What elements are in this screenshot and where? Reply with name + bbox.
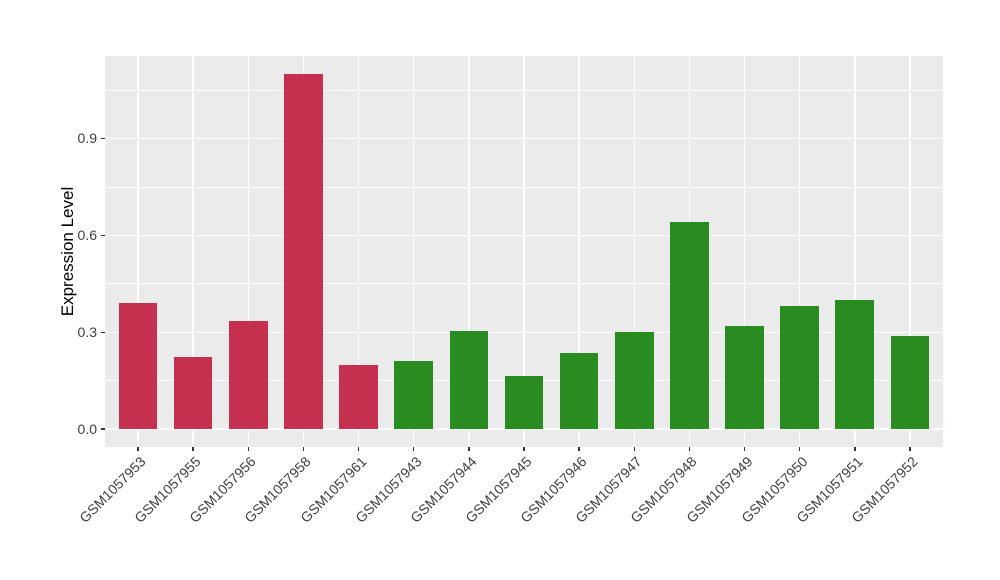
x-tick-label: GSM1057947	[572, 453, 645, 526]
x-tick-label: GSM1057946	[517, 453, 590, 526]
x-tick-mark	[909, 447, 911, 451]
bar	[449, 330, 489, 430]
bar	[725, 325, 764, 430]
bar	[504, 375, 544, 430]
x-gridline-major	[909, 56, 911, 447]
x-gridline-major	[412, 56, 415, 447]
bar	[394, 361, 434, 430]
x-tick-mark	[137, 447, 139, 451]
x-tick-label: GSM1057958	[241, 453, 315, 526]
bar	[339, 364, 378, 430]
x-tick-mark	[468, 447, 470, 451]
bar	[670, 222, 709, 430]
x-tick-mark	[578, 447, 580, 451]
x-tick-label: GSM1057953	[76, 453, 149, 526]
bar	[118, 303, 158, 430]
bar	[614, 332, 654, 430]
x-gridline-major	[578, 56, 580, 447]
y-tick-mark	[101, 234, 105, 237]
y-tick-mark	[101, 428, 105, 430]
x-tick-label: GSM1057951	[792, 453, 866, 526]
x-gridline-major	[357, 56, 360, 447]
bar	[559, 353, 599, 430]
y-axis-title: Expression Level	[58, 186, 77, 317]
y-tick-label: 0.6	[77, 227, 97, 244]
x-tick-label: GSM1057944	[407, 453, 480, 526]
x-gridline-major	[523, 56, 525, 447]
x-tick-mark	[523, 447, 525, 451]
x-tick-mark	[633, 447, 635, 451]
bar	[284, 73, 323, 430]
x-tick-mark	[854, 447, 856, 451]
plot-panel	[105, 56, 943, 447]
x-gridline-major	[743, 56, 746, 447]
x-tick-label: GSM1057956	[186, 453, 259, 526]
x-tick-label: GSM1057961	[296, 453, 370, 526]
x-gridline-major	[633, 56, 635, 447]
x-tick-mark	[302, 447, 305, 451]
y-tick-mark	[101, 331, 105, 334]
y-tick-label: 0.3	[77, 324, 97, 341]
x-tick-label: GSM1057955	[131, 453, 204, 526]
bar	[835, 299, 875, 430]
x-gridline-major	[854, 56, 856, 447]
x-tick-mark	[412, 447, 415, 451]
x-tick-mark	[743, 447, 746, 451]
y-tick-label: 0.9	[77, 130, 97, 147]
bar	[173, 356, 213, 430]
y-tick-label: 0.0	[77, 421, 97, 438]
x-gridline-major	[798, 56, 801, 447]
bar	[890, 335, 930, 430]
bar	[229, 320, 268, 430]
x-tick-mark	[798, 447, 801, 451]
x-gridline-major	[192, 56, 194, 447]
x-tick-label: GSM1057945	[462, 453, 535, 526]
x-tick-label: GSM1057952	[848, 453, 921, 526]
x-tick-label: GSM1057950	[737, 453, 811, 526]
x-gridline-major	[137, 56, 139, 447]
x-tick-label: GSM1057949	[682, 453, 756, 526]
x-tick-mark	[247, 447, 250, 451]
x-tick-label: GSM1057948	[627, 453, 700, 526]
y-tick-mark	[101, 137, 105, 140]
x-tick-mark	[192, 447, 194, 451]
x-tick-mark	[357, 447, 360, 451]
x-gridline-major	[468, 56, 470, 447]
bar	[780, 306, 819, 430]
x-tick-mark	[688, 447, 691, 451]
x-tick-label: GSM1057943	[351, 453, 425, 526]
x-gridline-major	[247, 56, 250, 447]
